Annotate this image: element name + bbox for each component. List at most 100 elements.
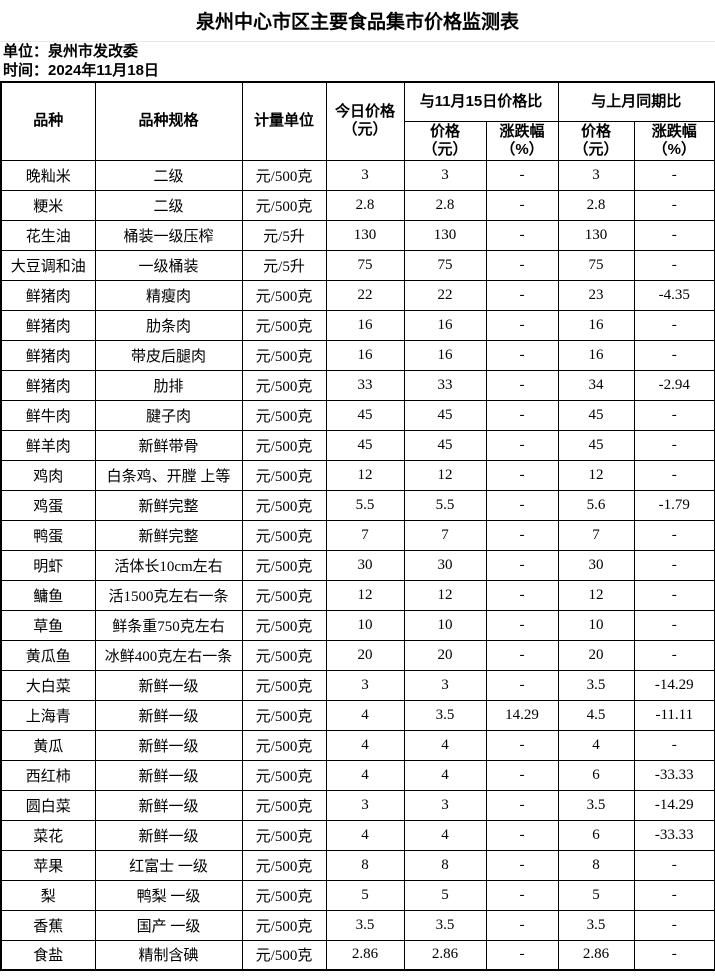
cell-spec: 肋排 xyxy=(94,369,243,401)
cell-lastmonth-price: 6 xyxy=(557,819,635,851)
cell-spec: 带皮后腿肉 xyxy=(94,339,243,371)
col-group-vs-last-month: 与上月同期比 xyxy=(557,81,715,122)
cell-nov15-price: 12 xyxy=(403,459,487,491)
cell-lastmonth-price: 16 xyxy=(557,309,635,341)
cell-nov15-price: 3 xyxy=(403,159,487,191)
cell-lastmonth-change: - xyxy=(633,639,715,671)
cell-unit: 元/500克 xyxy=(241,399,327,431)
cell-nov15-price: 75 xyxy=(403,249,487,281)
price-table-body: 晚籼米 二级 元/500克 3 3-3- 粳米 二级 元/500克 2.8 2.8-2.8- 花生油… xyxy=(0,159,715,971)
cell-nov15-price: 4 xyxy=(403,819,487,851)
cell-lastmonth-price: 8 xyxy=(557,849,635,881)
table-row: 晚籼米 二级 元/500克 3 3-3- xyxy=(0,159,715,191)
cell-unit: 元/500克 xyxy=(241,429,327,461)
cell-today-price: 3.5 xyxy=(325,909,405,941)
cell-lastmonth-price: 3.5 xyxy=(557,669,635,701)
cell-unit: 元/500克 xyxy=(241,159,327,191)
cell-nov15-price: 22 xyxy=(403,279,487,311)
table-row: 鲜羊肉 新鲜带骨 元/500克 45 45-45- xyxy=(0,429,715,461)
cell-lastmonth-change: - xyxy=(633,189,715,221)
col-header-lastmonth-price: 价格 （元） xyxy=(557,120,635,161)
cell-nov15-change: - xyxy=(485,579,559,611)
table-row: 鲜牛肉 腱子肉 元/500克 45 45-45- xyxy=(0,399,715,431)
cell-lastmonth-price: 130 xyxy=(557,219,635,251)
cell-lastmonth-price: 34 xyxy=(557,369,635,401)
cell-lastmonth-change: - xyxy=(633,549,715,581)
cell-variety: 黄瓜鱼 xyxy=(0,639,96,671)
cell-unit: 元/500克 xyxy=(241,279,327,311)
cell-nov15-price: 3.5 xyxy=(403,699,487,731)
cell-spec: 鲜条重750克左右 xyxy=(94,609,243,641)
cell-lastmonth-price: 7 xyxy=(557,519,635,551)
cell-spec: 精制含碘 xyxy=(94,939,243,971)
cell-nov15-change: - xyxy=(485,159,559,191)
cell-lastmonth-change: -11.11 xyxy=(633,699,715,731)
cell-nov15-change: - xyxy=(485,459,559,491)
cell-unit: 元/5升 xyxy=(241,249,327,281)
cell-nov15-change: - xyxy=(485,939,559,971)
cell-spec: 新鲜一级 xyxy=(94,729,243,761)
cell-lastmonth-change: - xyxy=(633,909,715,941)
col-header-nov15-price: 价格 （元） xyxy=(403,120,487,161)
cell-lastmonth-change: - xyxy=(633,459,715,491)
cell-lastmonth-change: - xyxy=(633,159,715,191)
cell-lastmonth-price: 45 xyxy=(557,429,635,461)
cell-lastmonth-price: 20 xyxy=(557,639,635,671)
cell-lastmonth-price: 30 xyxy=(557,549,635,581)
col-header-unit: 计量单位 xyxy=(241,81,327,161)
cell-lastmonth-price: 23 xyxy=(557,279,635,311)
cell-spec: 新鲜一级 xyxy=(94,759,243,791)
cell-variety: 粳米 xyxy=(0,189,96,221)
cell-lastmonth-price: 5.6 xyxy=(557,489,635,521)
cell-nov15-change: - xyxy=(485,219,559,251)
cell-spec: 白条鸡、开膛 上等 xyxy=(94,459,243,491)
cell-nov15-price: 3.5 xyxy=(403,909,487,941)
cell-nov15-price: 16 xyxy=(403,309,487,341)
cell-spec: 一级桶装 xyxy=(94,249,243,281)
cell-today-price: 130 xyxy=(325,219,405,251)
cell-variety: 草鱼 xyxy=(0,609,96,641)
cell-nov15-change: - xyxy=(485,249,559,281)
table-row: 鲜猪肉 肋排 元/500克 33 33-34 -2.94 xyxy=(0,369,715,401)
cell-lastmonth-change: -14.29 xyxy=(633,669,715,701)
cell-variety: 鲜猪肉 xyxy=(0,309,96,341)
cell-today-price: 10 xyxy=(325,609,405,641)
cell-variety: 食盐 xyxy=(0,939,96,971)
cell-lastmonth-price: 12 xyxy=(557,579,635,611)
cell-today-price: 2.8 xyxy=(325,189,405,221)
cell-lastmonth-price: 10 xyxy=(557,609,635,641)
cell-nov15-price: 30 xyxy=(403,549,487,581)
cell-today-price: 16 xyxy=(325,309,405,341)
cell-today-price: 12 xyxy=(325,579,405,611)
cell-nov15-change: - xyxy=(485,489,559,521)
table-row: 鲜猪肉 带皮后腿肉 元/500克 16 16-16- xyxy=(0,339,715,371)
table-row: 上海青 新鲜一级 元/500克 4 3.5 14.29 4.5 -11.11 xyxy=(0,699,715,731)
cell-nov15-change: - xyxy=(485,609,559,641)
cell-lastmonth-price: 2.8 xyxy=(557,189,635,221)
cell-nov15-change: - xyxy=(485,819,559,851)
cell-nov15-price: 2.86 xyxy=(403,939,487,971)
price-table: 品种 品种规格 计量单位 今日价格 （元） 与11月15日价格比 与上月同期比 … xyxy=(0,81,715,971)
cell-today-price: 30 xyxy=(325,549,405,581)
cell-nov15-price: 20 xyxy=(403,639,487,671)
cell-unit: 元/500克 xyxy=(241,369,327,401)
table-row: 梨鸭梨 一级 元/500克 5 5-5- xyxy=(0,879,715,911)
cell-nov15-price: 4 xyxy=(403,729,487,761)
cell-spec: 国产 一级 xyxy=(94,909,243,941)
cell-nov15-price: 10 xyxy=(403,609,487,641)
cell-unit: 元/500克 xyxy=(241,729,327,761)
cell-variety: 明虾 xyxy=(0,549,96,581)
date-line: 时间：2024年11月18日 xyxy=(3,62,159,79)
table-row: 食盐 精制含碘 元/500克 2.86 2.86-2.86- xyxy=(0,939,715,971)
cell-lastmonth-change: -1.79 xyxy=(633,489,715,521)
cell-lastmonth-price: 12 xyxy=(557,459,635,491)
table-row: 黄瓜鱼 冰鲜400克左右一条 元/500克 20 20-20- xyxy=(0,639,715,671)
cell-nov15-price: 130 xyxy=(403,219,487,251)
cell-spec: 新鲜一级 xyxy=(94,669,243,701)
cell-today-price: 45 xyxy=(325,429,405,461)
cell-variety: 鸭蛋 xyxy=(0,519,96,551)
cell-nov15-change: - xyxy=(485,759,559,791)
cell-lastmonth-price: 16 xyxy=(557,339,635,371)
cell-today-price: 4 xyxy=(325,729,405,761)
cell-today-price: 5 xyxy=(325,879,405,911)
